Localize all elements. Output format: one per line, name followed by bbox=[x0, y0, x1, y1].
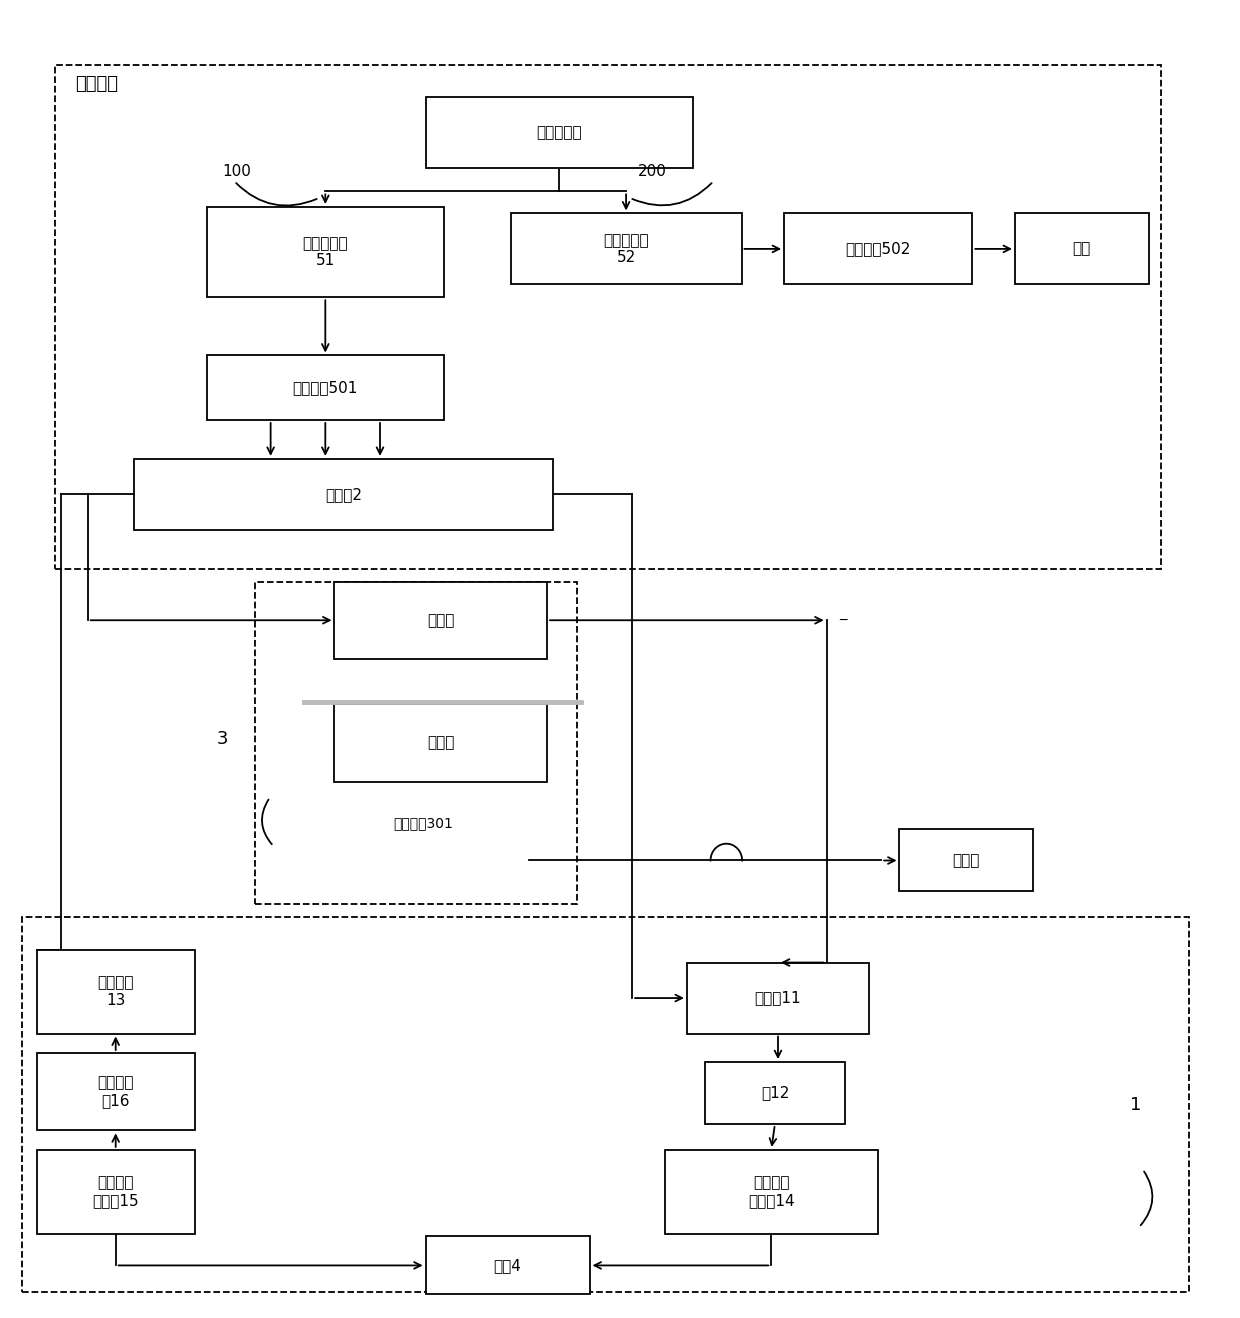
Bar bbox=[134, 459, 553, 530]
Text: 泵12: 泵12 bbox=[761, 1086, 789, 1101]
Text: ─: ─ bbox=[838, 614, 846, 627]
Text: 第二风机502: 第二风机502 bbox=[846, 241, 911, 257]
Bar bbox=[706, 1062, 844, 1124]
Text: 加热器11: 加热器11 bbox=[755, 991, 801, 1006]
Text: 空调出风口: 空调出风口 bbox=[537, 125, 582, 140]
Text: 车载空调: 车载空调 bbox=[76, 75, 119, 94]
Bar bbox=[1014, 214, 1148, 285]
Text: 冷却端: 冷却端 bbox=[427, 735, 454, 750]
Text: 第一风机501: 第一风机501 bbox=[293, 381, 358, 395]
Bar bbox=[665, 1149, 878, 1234]
Bar bbox=[335, 581, 547, 659]
Bar bbox=[687, 962, 869, 1033]
Bar bbox=[899, 829, 1033, 891]
Bar bbox=[37, 1149, 195, 1234]
Bar bbox=[425, 98, 693, 169]
Bar bbox=[22, 917, 1189, 1292]
Bar bbox=[784, 214, 972, 285]
Text: 车厢: 车厢 bbox=[1073, 241, 1091, 257]
Text: 100: 100 bbox=[222, 163, 250, 179]
Bar bbox=[37, 1053, 195, 1131]
Bar bbox=[425, 1236, 589, 1294]
Bar bbox=[55, 65, 1161, 568]
Bar bbox=[207, 356, 444, 420]
Text: 加热端: 加热端 bbox=[427, 613, 454, 627]
Text: 电池4: 电池4 bbox=[494, 1257, 522, 1273]
Text: 换热风机301: 换热风机301 bbox=[393, 816, 453, 830]
Text: 车厢外: 车厢外 bbox=[952, 853, 980, 869]
Text: 200: 200 bbox=[639, 163, 667, 179]
Bar bbox=[207, 207, 444, 298]
Bar bbox=[511, 214, 742, 285]
Bar bbox=[335, 704, 547, 782]
Bar bbox=[37, 949, 195, 1033]
Text: 换热器2: 换热器2 bbox=[325, 486, 362, 502]
Text: 第一调节阀
51: 第一调节阀 51 bbox=[303, 236, 348, 269]
Text: 1: 1 bbox=[1131, 1095, 1142, 1114]
Text: 第二调节阀
52: 第二调节阀 52 bbox=[604, 233, 649, 265]
Text: 第二温度
传感器15: 第二温度 传感器15 bbox=[92, 1176, 139, 1209]
Text: 流速传感
器16: 流速传感 器16 bbox=[98, 1075, 134, 1108]
Bar bbox=[255, 581, 578, 904]
Text: 第一温度
传感器14: 第一温度 传感器14 bbox=[748, 1176, 795, 1209]
Text: 3: 3 bbox=[217, 730, 228, 749]
Text: 介质容器
13: 介质容器 13 bbox=[98, 975, 134, 1008]
